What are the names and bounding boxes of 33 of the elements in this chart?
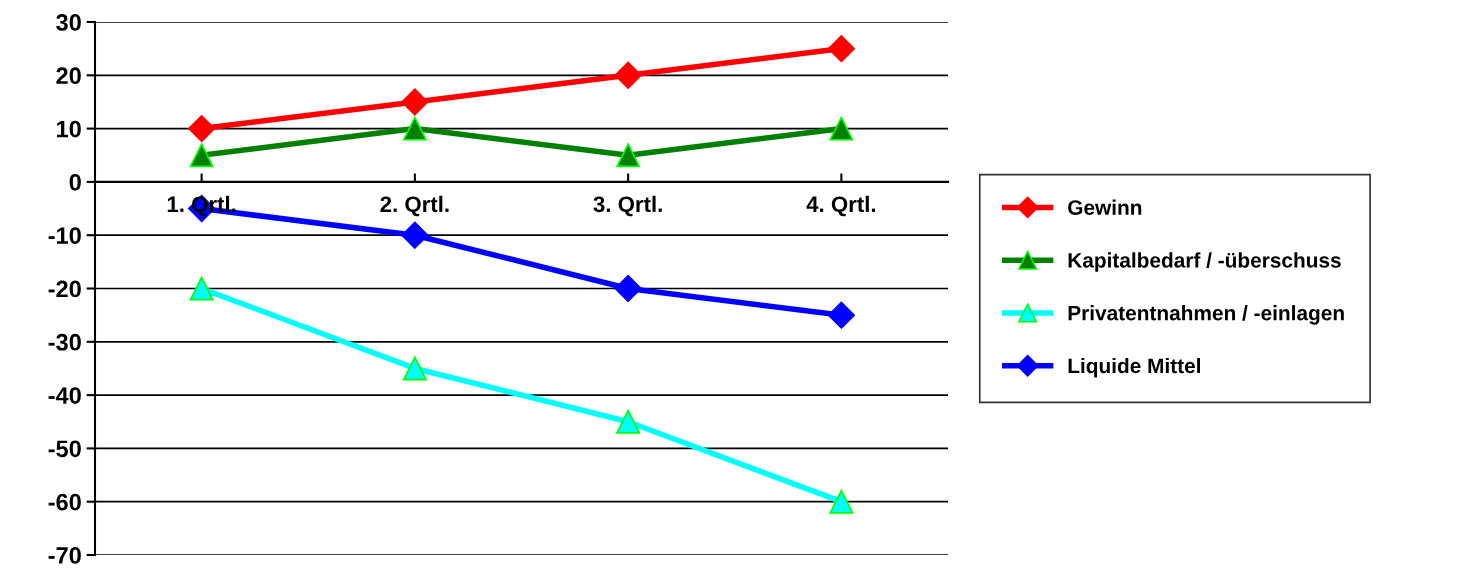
y-tick-label: -20	[48, 280, 81, 298]
point	[189, 143, 214, 168]
point	[829, 116, 854, 141]
point	[402, 356, 427, 381]
y-tick-label: -10	[48, 227, 81, 244]
point	[188, 114, 216, 143]
y-tick-label: -70	[48, 547, 81, 564]
y-tick-label: 0	[69, 173, 81, 191]
y-tick-label: 10	[57, 120, 81, 138]
legend-label: Liquide Mittel	[1068, 357, 1201, 378]
point	[616, 409, 641, 434]
legend-label: Gewinn	[1068, 199, 1142, 215]
y-tick-label: 30	[56, 14, 81, 31]
point	[614, 274, 642, 303]
y-tick-label: 20	[56, 67, 81, 85]
point	[614, 61, 642, 89]
point	[402, 116, 427, 141]
x-tick-label: 4. Qrtl.	[806, 195, 876, 217]
point	[616, 143, 641, 168]
point	[401, 221, 429, 249]
point	[827, 35, 855, 63]
point	[827, 301, 855, 329]
y-tick-label: -60	[48, 493, 81, 511]
legend-label: Kapitalbedarf / -überschuss	[1068, 252, 1341, 272]
x-tick-label: 3. Qrtl.	[593, 195, 662, 217]
y-tick-label: -40	[48, 387, 81, 404]
x-tick-label: 2. Qrtl.	[380, 195, 449, 217]
y-tick-label: -50	[48, 440, 81, 458]
point	[189, 276, 214, 301]
point	[401, 88, 429, 116]
legend-label: Privatentnahmen / -einlagen	[1068, 305, 1344, 325]
point	[829, 489, 854, 514]
y-tick-label: -30	[48, 333, 81, 351]
